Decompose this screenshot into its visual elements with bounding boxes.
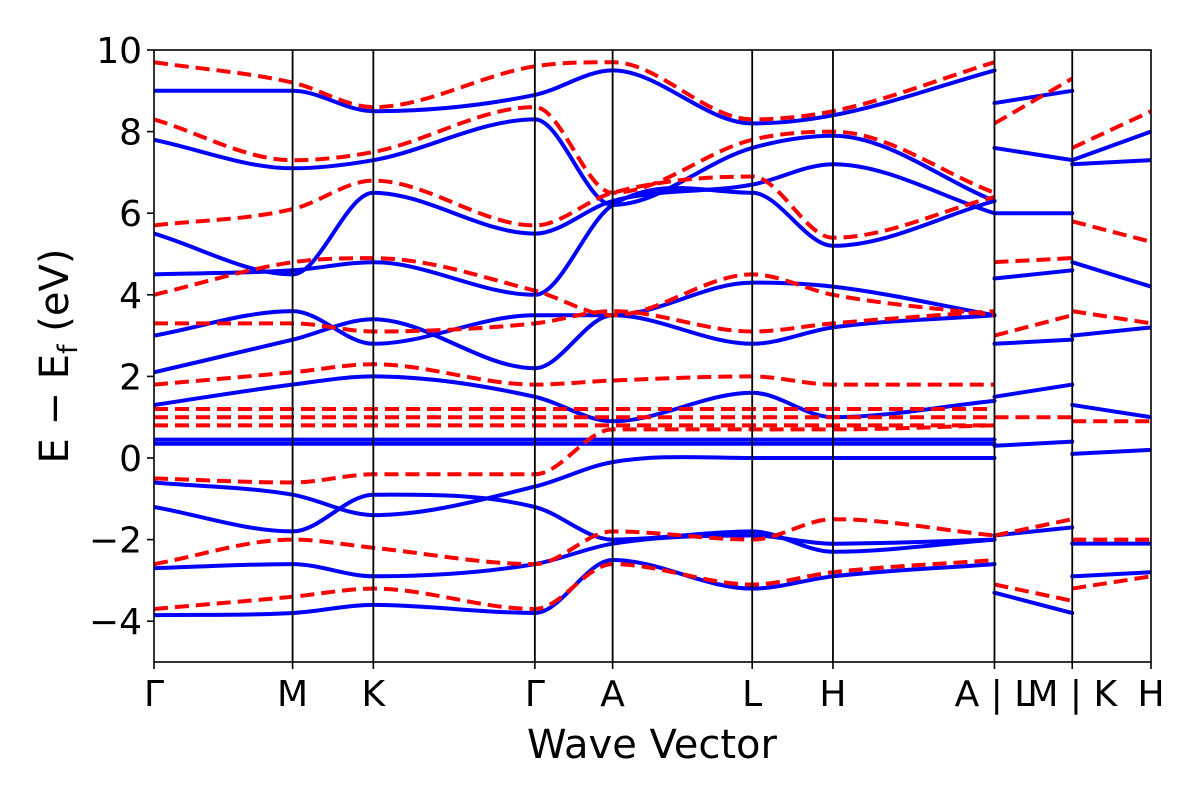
kpoint-label: H xyxy=(1137,674,1164,715)
y-axis: −4 −2 0 2 4 6 8 10 xyxy=(89,31,154,643)
band-line-solid xyxy=(1070,325,1151,338)
y-tick-label: 2 xyxy=(119,357,142,398)
band-line-solid xyxy=(992,268,1075,281)
band-line-dashed xyxy=(154,174,995,240)
y-axis-title-unit: (eV) xyxy=(32,249,78,345)
band-line-solid xyxy=(992,88,1075,106)
y-tick-label: −2 xyxy=(89,521,142,562)
y-tick-label: 4 xyxy=(119,276,142,317)
band-line-solid xyxy=(154,455,997,518)
band-line-solid xyxy=(154,280,997,346)
band-line-dashed xyxy=(154,362,995,387)
band-line-solid xyxy=(1070,570,1151,579)
x-axis-title: Wave Vector xyxy=(527,722,778,768)
x-axis: Γ M K Γ A L H A | LM | K H xyxy=(144,662,1165,715)
band-line-solid xyxy=(1070,158,1151,167)
band-line-dashed xyxy=(1071,574,1151,591)
kpoint-label: A | L xyxy=(955,674,1035,715)
kpoint-label: Γ xyxy=(525,674,545,715)
band-line-solid xyxy=(992,337,1075,346)
kpoint-label: M xyxy=(277,674,308,715)
band-series-group xyxy=(154,60,1151,618)
kpoint-label: H xyxy=(819,674,846,715)
kpoint-label: A xyxy=(600,674,625,715)
band-line-dashed xyxy=(1071,309,1151,326)
y-tick-label: 10 xyxy=(96,31,142,72)
y-axis-title-subscript: f xyxy=(53,343,84,354)
band-line-solid xyxy=(154,117,997,208)
band-line-dashed xyxy=(994,582,1073,603)
band-line-solid xyxy=(1070,447,1151,456)
band-line-dashed xyxy=(993,313,1073,338)
y-tick-label: 6 xyxy=(119,194,142,235)
band-line-dashed xyxy=(993,76,1074,126)
y-axis-title-main: E − E xyxy=(32,354,78,464)
band-line-solid xyxy=(1070,260,1151,289)
band-line-solid xyxy=(992,439,1075,448)
y-tick-label: 8 xyxy=(119,113,142,154)
band-line-solid xyxy=(992,590,1075,616)
band-line-solid xyxy=(992,145,1075,163)
band-line-dashed xyxy=(1071,109,1151,150)
band-line-solid xyxy=(154,313,997,375)
band-line-dashed xyxy=(154,558,995,612)
kpoint-label: K xyxy=(362,674,387,715)
band-line-dashed xyxy=(154,309,995,334)
y-tick-label: −4 xyxy=(89,602,142,643)
band-line-solid xyxy=(992,382,1075,399)
band-line-dashed xyxy=(1071,219,1151,244)
band-line-dashed xyxy=(154,105,996,195)
band-line-dashed xyxy=(994,256,1073,265)
band-line-dashed xyxy=(154,256,995,318)
band-line-solid xyxy=(1070,129,1151,163)
kpoint-label: M | K xyxy=(1027,674,1118,715)
kpoint-divider-lines xyxy=(291,50,1074,662)
band-line-solid xyxy=(154,186,997,297)
plot-frame xyxy=(153,49,1152,663)
y-tick-label: 0 xyxy=(119,439,142,480)
band-line-dashed xyxy=(994,517,1073,538)
kpoint-label: Γ xyxy=(144,674,164,715)
y-axis-title: E − Ef (eV) xyxy=(32,249,84,464)
kpoint-label: L xyxy=(742,674,762,715)
band-line-solid xyxy=(1070,402,1151,420)
